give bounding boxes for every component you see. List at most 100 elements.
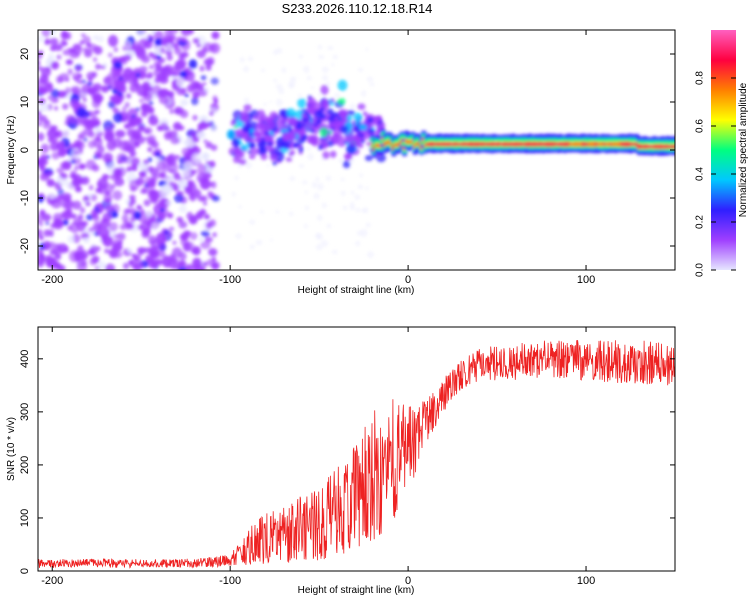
snr-y-tick-label: 400 bbox=[19, 350, 31, 368]
heatmap-cell bbox=[104, 248, 110, 254]
heatmap-cell bbox=[118, 79, 123, 84]
heatmap-cell bbox=[362, 207, 369, 214]
heatmap-cell bbox=[82, 97, 87, 102]
heatmap-cell bbox=[136, 30, 147, 38]
heatmap-cell bbox=[96, 224, 102, 231]
heatmap-cell bbox=[108, 221, 118, 232]
spectrogram-y-label: Frequency (Hz) bbox=[6, 116, 17, 185]
heatmap-cell bbox=[40, 66, 51, 77]
heatmap-cell bbox=[62, 219, 69, 226]
figure-title: S233.2026.110.12.18.R14 bbox=[282, 1, 433, 16]
heatmap-cell bbox=[52, 243, 63, 256]
heatmap-cell bbox=[246, 142, 251, 146]
heatmap-cell bbox=[177, 125, 185, 131]
spectrogram-x-tick-label: -200 bbox=[41, 274, 63, 286]
heatmap-cell bbox=[61, 197, 72, 210]
heatmap-cell bbox=[331, 249, 338, 255]
heatmap-cell bbox=[360, 139, 365, 144]
heatmap-cell bbox=[147, 137, 155, 146]
heatmap-cell bbox=[152, 173, 160, 180]
snr-x-tick-label: -200 bbox=[41, 575, 63, 587]
heatmap-cell bbox=[178, 252, 187, 261]
heatmap-cell bbox=[94, 125, 102, 133]
heatmap-cell bbox=[274, 150, 285, 162]
snr-series-line bbox=[38, 340, 675, 569]
heatmap-cell bbox=[92, 83, 102, 91]
heatmap-cell bbox=[263, 102, 268, 106]
heatmap-cell bbox=[148, 100, 154, 105]
heatmap-cell bbox=[43, 229, 51, 237]
colorbar: 0.0 0.2 0.4 0.6 0.8 Normalized spectral ampl… bbox=[695, 30, 749, 277]
heatmap-cell bbox=[99, 227, 110, 240]
heatmap-cell bbox=[675, 144, 680, 148]
heatmap-cell bbox=[57, 147, 67, 157]
heatmap-cell bbox=[264, 117, 272, 124]
heatmap-cell bbox=[248, 154, 256, 160]
heatmap-cell bbox=[67, 48, 73, 52]
heatmap-cell bbox=[204, 236, 213, 243]
heatmap-cell bbox=[176, 76, 185, 88]
heatmap-cell bbox=[354, 122, 359, 126]
heatmap-cell bbox=[50, 136, 59, 144]
heatmap-cell bbox=[330, 98, 335, 103]
heatmap-cell bbox=[140, 109, 148, 118]
heatmap-cell bbox=[128, 179, 140, 191]
heatmap-cell bbox=[231, 191, 236, 197]
heatmap-cell bbox=[131, 114, 136, 118]
spectrogram-frame bbox=[37, 29, 676, 271]
heatmap-cell bbox=[38, 253, 45, 260]
heatmap-cell bbox=[359, 173, 363, 178]
heatmap-cell bbox=[50, 97, 59, 104]
heatmap-cell bbox=[69, 50, 80, 59]
heatmap-cell bbox=[125, 42, 130, 47]
heatmap-cell bbox=[89, 111, 97, 119]
heatmap-cell bbox=[92, 57, 98, 62]
heatmap-cell bbox=[318, 93, 322, 97]
heatmap-cell bbox=[296, 123, 303, 130]
heatmap-cell bbox=[102, 212, 112, 222]
heatmap-cell bbox=[74, 185, 82, 193]
heatmap-cell bbox=[154, 46, 162, 55]
heatmap-cell bbox=[123, 123, 131, 129]
heatmap-cell bbox=[44, 119, 50, 125]
heatmap-cell bbox=[116, 152, 128, 164]
colorbar-tick-label: 0.2 bbox=[695, 215, 706, 229]
heatmap-cell bbox=[337, 79, 348, 91]
heatmap-cell bbox=[365, 222, 371, 228]
heatmap-cell bbox=[78, 79, 83, 85]
heatmap-cell bbox=[329, 123, 334, 129]
heatmap-cell bbox=[297, 98, 307, 109]
heatmap-cell bbox=[82, 35, 91, 44]
heatmap-cell bbox=[153, 30, 164, 41]
heatmap-cell bbox=[113, 108, 120, 114]
heatmap-cell bbox=[355, 208, 361, 213]
heatmap-cell bbox=[183, 186, 190, 192]
heatmap-cell bbox=[53, 43, 63, 52]
heatmap-cell bbox=[186, 84, 195, 93]
snr-panel: -200 -100 0 100 0 100 200 300 400 Height of stra… bbox=[6, 326, 676, 596]
heatmap-cell bbox=[38, 195, 44, 203]
heatmap-cell bbox=[157, 249, 166, 258]
snr-y-tick-label: 100 bbox=[19, 509, 31, 527]
heatmap-cell bbox=[236, 132, 245, 140]
heatmap-cell bbox=[187, 180, 196, 188]
heatmap-cell bbox=[168, 226, 175, 231]
heatmap-cell bbox=[133, 82, 141, 88]
heatmap-cell bbox=[259, 123, 269, 134]
heatmap-cell bbox=[327, 45, 334, 51]
heatmap-cell bbox=[350, 190, 355, 195]
heatmap-cell bbox=[189, 232, 198, 240]
heatmap-cell bbox=[361, 90, 367, 97]
heatmap-cell bbox=[353, 112, 363, 123]
heatmap-cell bbox=[80, 232, 90, 240]
heatmap-cell bbox=[62, 247, 69, 253]
heatmap-cell bbox=[112, 67, 118, 73]
heatmap-cell bbox=[65, 114, 76, 124]
heatmap-cell bbox=[675, 140, 680, 145]
heatmap-cell bbox=[188, 59, 198, 70]
heatmap-cell bbox=[70, 159, 76, 164]
heatmap-cell bbox=[96, 35, 104, 43]
heatmap-cell bbox=[288, 211, 294, 217]
heatmap-cell bbox=[83, 237, 90, 244]
heatmap-cell bbox=[125, 208, 132, 214]
